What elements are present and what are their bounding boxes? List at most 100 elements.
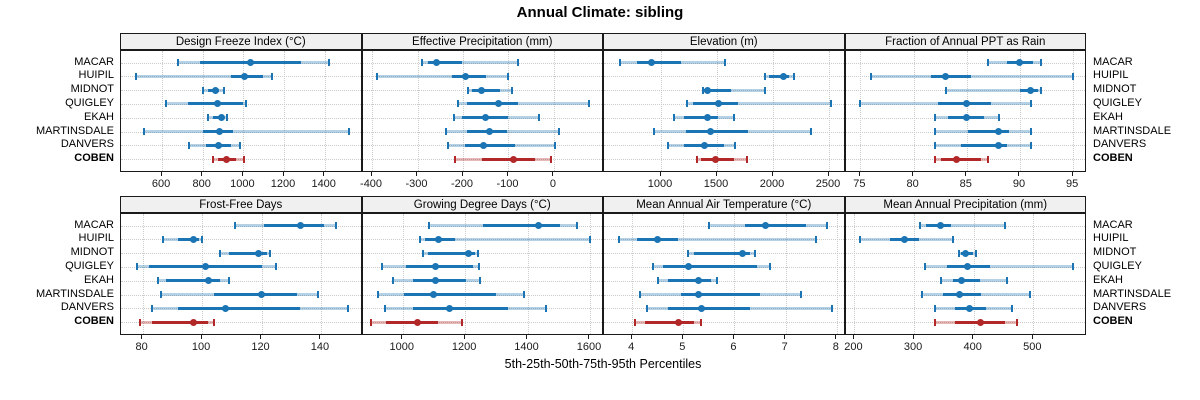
station-label-left: MIDNOT <box>70 246 114 259</box>
grid-line-vertical <box>973 214 975 334</box>
station-label-right: MARTINSDALE <box>1093 287 1172 300</box>
x-axis-tick <box>732 335 734 339</box>
whisker-cap-low <box>202 86 205 94</box>
grid-line-vertical <box>854 214 856 334</box>
whisker-cap-high <box>553 141 556 149</box>
whisker-cap-high <box>347 128 350 135</box>
whisker-cap-low <box>162 235 165 243</box>
panel-mean-annual-precipitation-mm <box>844 213 1086 335</box>
whisker-cap-high <box>810 128 812 135</box>
x-axis-tick <box>659 172 661 176</box>
whisker-cap-low <box>218 249 221 257</box>
median-dot <box>1016 59 1024 66</box>
station-label-left: COBEN <box>74 315 114 328</box>
grid-line-vertical <box>284 51 286 171</box>
whisker-cap-low <box>454 155 457 163</box>
median-dot <box>703 86 711 94</box>
x-tick-label: 120 <box>251 341 270 353</box>
percentile-band-5-95 <box>702 88 766 92</box>
grid-line-vertical <box>320 214 322 334</box>
panel-effective-precipitation-mm <box>361 50 603 172</box>
grid-line-horizontal <box>845 131 1085 133</box>
whisker-cap-low <box>666 141 669 149</box>
x-tick-label: 600 <box>151 178 171 190</box>
x-axis-tick <box>282 172 284 176</box>
whisker-cap-low <box>870 72 873 80</box>
median-dot <box>246 59 254 66</box>
whisker-cap-low <box>944 86 947 94</box>
x-axis-tick <box>630 335 632 339</box>
grid-line-horizontal <box>845 225 1085 227</box>
grid-line-vertical <box>829 51 831 171</box>
x-axis-tick <box>241 172 243 176</box>
panel-header-growing-degree-days-c: Growing Degree Days (°C) <box>361 196 603 213</box>
x-axis-tick <box>835 335 837 339</box>
median-dot <box>963 114 971 122</box>
grid-line-vertical <box>913 51 915 171</box>
percentile-bar-25-75 <box>667 279 712 283</box>
median-dot <box>952 155 960 163</box>
station-label-left: COBEN <box>74 152 114 165</box>
whisker-cap-high <box>328 59 331 66</box>
x-axis-tick <box>463 335 465 339</box>
station-label-left: MACAR <box>74 55 114 68</box>
x-axis-tick <box>370 172 372 176</box>
x-axis-tick <box>506 172 508 176</box>
station-label-right: MIDNOT <box>1093 83 1137 96</box>
grid-line-horizontal <box>121 90 361 92</box>
percentile-bar-25-75 <box>637 61 682 64</box>
panel-header-mean-annual-precipitation-mm: Mean Annual Precipitation (mm) <box>844 196 1086 213</box>
whisker-cap-high <box>516 59 519 66</box>
grid-line-horizontal <box>362 225 602 227</box>
median-dot <box>901 235 909 243</box>
median-dot <box>240 72 248 80</box>
station-label-left: MARTINSDALE <box>35 287 114 300</box>
whisker-cap-high <box>587 100 590 108</box>
grid-line-vertical <box>202 214 204 334</box>
grid-line-vertical <box>527 214 529 334</box>
grid-line-horizontal <box>362 239 602 241</box>
x-axis-tick <box>160 172 162 176</box>
grid-line-horizontal <box>604 322 844 324</box>
whisker-cap-high <box>1005 277 1008 285</box>
x-axis-tick <box>552 172 554 176</box>
whisker-cap-high <box>799 291 802 298</box>
x-tick-label: 7 <box>781 341 788 353</box>
grid-line-horizontal <box>121 322 361 324</box>
percentile-band-5-95 <box>136 74 272 78</box>
median-dot <box>414 318 422 326</box>
percentile-bar-25-75 <box>481 157 536 161</box>
panel-title: Mean Annual Air Temperature (°C) <box>636 198 812 211</box>
whisker-cap-high <box>724 59 727 66</box>
station-label-right: QUIGLEY <box>1093 259 1142 272</box>
whisker-cap-high <box>1029 141 1032 149</box>
median-dot <box>204 277 212 285</box>
x-tick-label: -200 <box>450 178 474 190</box>
grid-line-horizontal <box>845 239 1085 241</box>
whisker-cap-high <box>477 263 480 271</box>
median-dot <box>534 222 542 229</box>
x-tick-label: 1600 <box>576 341 602 353</box>
station-label-left: MIDNOT <box>70 83 114 96</box>
x-tick-label: 800 <box>192 178 211 190</box>
percentile-bar-25-75 <box>412 279 467 283</box>
grid-line-horizontal <box>845 90 1085 92</box>
panel-growing-degree-days-c <box>361 213 603 335</box>
x-axis-tick <box>852 335 854 339</box>
x-tick-label: 6 <box>730 341 737 353</box>
x-tick-label: 85 <box>959 178 972 190</box>
whisker-cap-high <box>825 222 828 229</box>
grid-line-horizontal <box>604 76 844 78</box>
whisker-cap-low <box>446 141 449 149</box>
whisker-cap-low <box>375 72 378 80</box>
median-dot <box>695 277 703 285</box>
x-tick-label: 1000 <box>389 341 414 353</box>
x-tick-label: 500 <box>1023 341 1042 353</box>
station-label-right: DANVERS <box>1093 301 1147 314</box>
x-tick-label: -400 <box>360 178 383 190</box>
station-label-right: HUIPIL <box>1093 69 1129 82</box>
whisker-cap-high <box>523 291 526 298</box>
percentile-bar-25-75 <box>178 306 301 310</box>
median-dot <box>977 318 985 326</box>
grid-line-horizontal <box>362 280 602 282</box>
